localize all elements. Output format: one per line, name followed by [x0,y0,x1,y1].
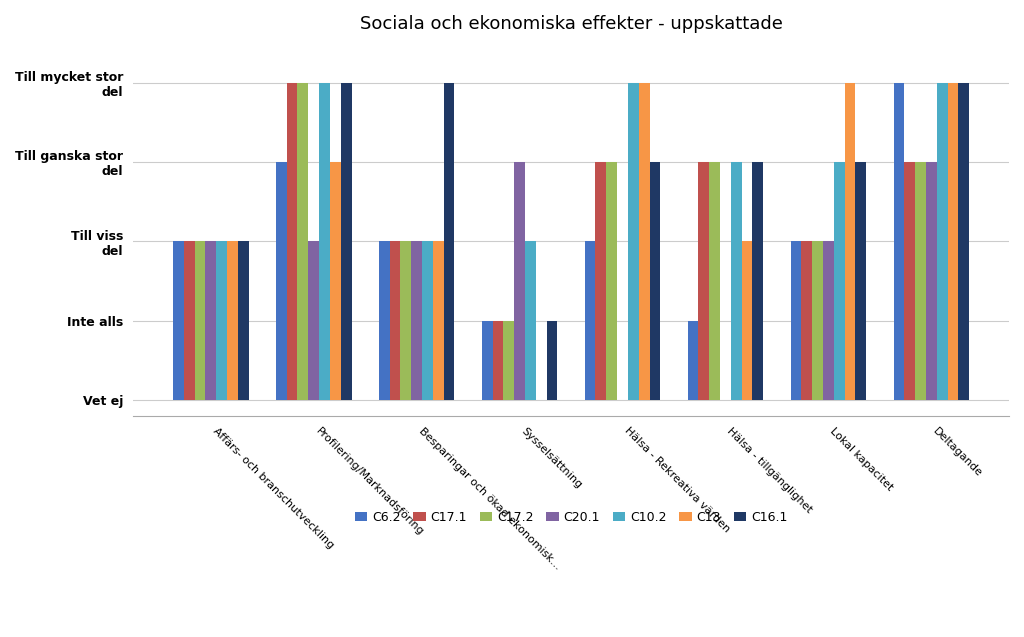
Bar [319,83,330,400]
Bar [183,241,195,400]
Bar [433,241,443,400]
Bar [596,162,606,400]
Bar [812,241,823,400]
Bar [845,83,855,400]
Bar [341,83,351,400]
Bar [514,162,525,400]
Bar [585,241,596,400]
Bar [710,162,720,400]
Bar [791,241,802,400]
Bar [493,320,504,400]
Legend: C6.2, C17.1, C17.2, C20.1, C10.2, C13, C16.1: C6.2, C17.1, C17.2, C20.1, C10.2, C13, C… [349,506,793,529]
Bar [206,241,216,400]
Bar [287,83,298,400]
Bar [688,320,698,400]
Bar [834,162,845,400]
Bar [731,162,741,400]
Bar [412,241,422,400]
Bar [698,162,710,400]
Bar [238,241,249,400]
Bar [649,162,660,400]
Bar [639,83,649,400]
Bar [947,83,958,400]
Bar [195,241,206,400]
Bar [823,241,834,400]
Bar [389,241,400,400]
Bar [504,320,514,400]
Bar [308,241,319,400]
Title: Sociala och ekonomiska effekter - uppskattade: Sociala och ekonomiska effekter - uppska… [359,15,782,33]
Bar [958,83,969,400]
Bar [753,162,763,400]
Bar [802,241,812,400]
Bar [926,162,937,400]
Bar [298,83,308,400]
Bar [894,83,904,400]
Bar [173,241,183,400]
Bar [443,83,455,400]
Bar [400,241,412,400]
Bar [904,162,915,400]
Bar [525,241,536,400]
Bar [741,241,753,400]
Bar [275,162,287,400]
Bar [547,320,557,400]
Bar [855,162,866,400]
Bar [481,320,493,400]
Bar [937,83,947,400]
Bar [606,162,617,400]
Bar [628,83,639,400]
Bar [330,162,341,400]
Bar [216,241,227,400]
Bar [379,241,389,400]
Bar [422,241,433,400]
Bar [227,241,238,400]
Bar [915,162,926,400]
